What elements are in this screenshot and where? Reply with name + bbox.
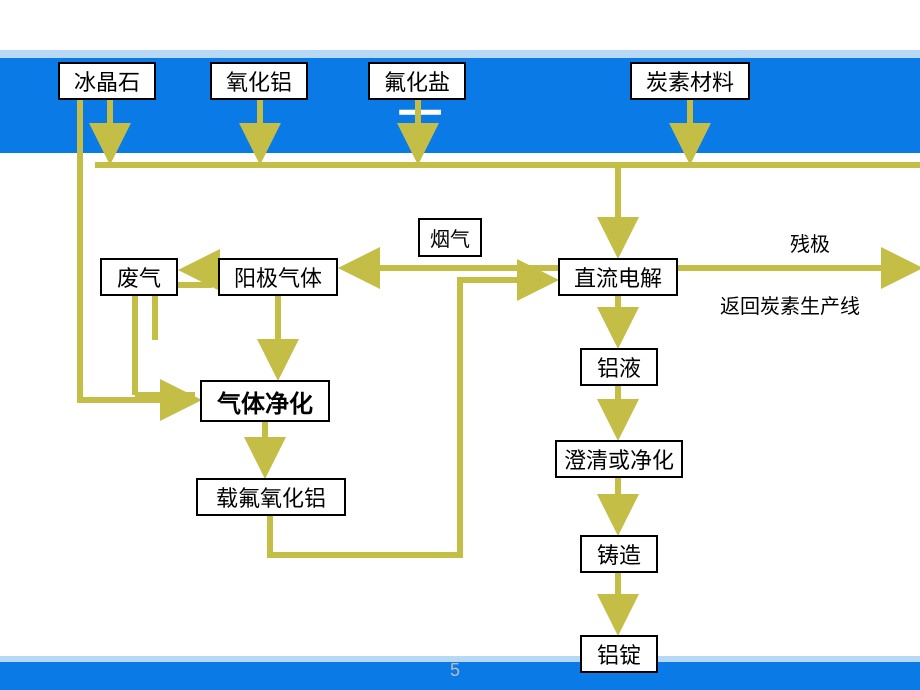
node-electrolysis: 直流电解 [558, 258, 678, 296]
node-gas-clean: 气体净化 [200, 380, 330, 422]
node-clarify: 澄清或净化 [555, 440, 683, 478]
node-waste-gas: 废气 [100, 258, 178, 296]
node-anode-gas: 阳极气体 [218, 258, 338, 296]
node-alumina: 氧化铝 [210, 62, 308, 100]
label-flue-gas: 烟气 [418, 218, 482, 257]
node-cryolite: 冰晶石 [58, 62, 156, 100]
node-carbon: 炭素材料 [630, 62, 750, 100]
node-ingot: 铝锭 [580, 635, 658, 673]
label-residue: 残极 [790, 228, 830, 257]
node-loaded-alumina: 载氟氧化铝 [196, 478, 346, 516]
node-fluoride: 氟化盐 [368, 62, 466, 100]
diagram-canvas: 一 [0, 0, 920, 690]
node-casting: 铸造 [580, 535, 658, 573]
node-al-liquid: 铝液 [580, 348, 658, 386]
label-return-line: 返回炭素生产线 [720, 290, 860, 319]
page-number: 5 [450, 660, 460, 681]
band-top-edge [0, 50, 920, 58]
